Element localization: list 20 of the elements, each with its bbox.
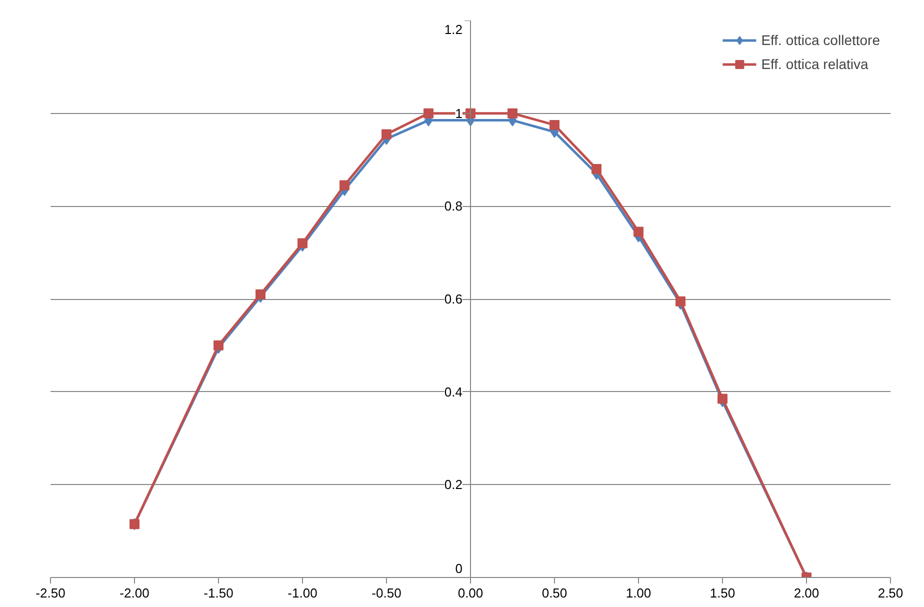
legend-label: Eff. ottica collettore [761,32,880,48]
y-tick-label: 0 [455,561,463,576]
x-tick-label: -1.50 [204,586,234,600]
x-tick-label: -2.50 [36,586,66,600]
x-tick-label: 2.00 [794,586,820,600]
y-tick-label: 0.2 [444,477,463,492]
x-tick-label: 1.00 [626,586,652,600]
x-tick-label: -1.00 [288,586,318,600]
x-tick-label: -0.50 [372,586,402,600]
x-tick-label: 1.50 [710,586,736,600]
y-tick-label: 0.4 [444,384,463,400]
x-tick-label: 0.00 [458,586,484,600]
y-tick-label: 0.8 [444,198,463,214]
x-tick-label: 0.50 [542,586,568,600]
y-tick-label: 0.6 [444,292,463,306]
y-tick-label: 1.2 [444,22,463,37]
y-tick-label: 1 [455,106,463,121]
legend-label: Eff. ottica relativa [761,56,868,72]
x-tick-label: -2.00 [120,586,150,600]
x-tick-label: 2.50 [878,586,904,600]
